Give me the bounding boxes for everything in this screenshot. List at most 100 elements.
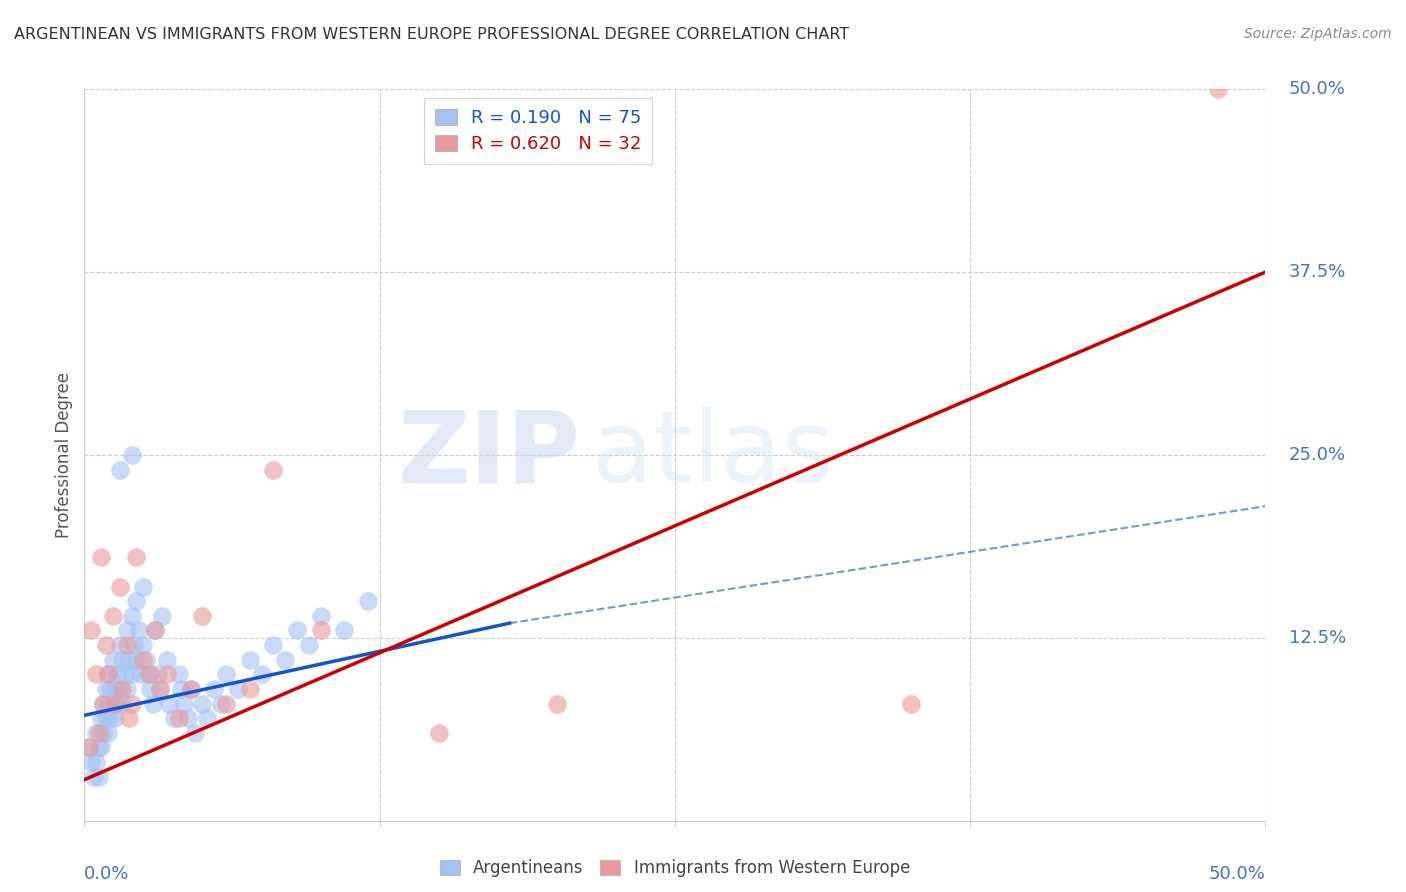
Text: 25.0%: 25.0% xyxy=(1289,446,1346,464)
Point xyxy=(132,580,155,594)
Point xyxy=(132,638,155,652)
Point xyxy=(101,608,124,623)
Point xyxy=(427,726,450,740)
Point xyxy=(156,667,179,681)
Point xyxy=(97,726,120,740)
Point xyxy=(143,624,166,638)
Point xyxy=(77,740,100,755)
Point xyxy=(128,624,150,638)
Point xyxy=(357,594,380,608)
Point xyxy=(118,653,141,667)
Point xyxy=(195,711,218,725)
Point xyxy=(115,638,138,652)
Point xyxy=(108,681,131,696)
Text: 50.0%: 50.0% xyxy=(1209,864,1265,882)
Point xyxy=(87,726,110,740)
Point xyxy=(167,711,190,725)
Point xyxy=(108,462,131,476)
Point xyxy=(250,667,273,681)
Point xyxy=(139,667,162,681)
Point xyxy=(309,624,332,638)
Point xyxy=(132,653,155,667)
Point xyxy=(215,667,238,681)
Point xyxy=(136,667,159,681)
Point xyxy=(101,697,124,711)
Point xyxy=(125,550,148,565)
Point xyxy=(900,697,922,711)
Point xyxy=(298,638,321,652)
Point xyxy=(333,624,356,638)
Point xyxy=(98,681,121,696)
Point xyxy=(163,711,186,725)
Point xyxy=(125,594,148,608)
Point xyxy=(97,697,120,711)
Point xyxy=(80,755,103,769)
Point xyxy=(108,580,131,594)
Point xyxy=(84,755,107,769)
Point xyxy=(215,697,238,711)
Text: Source: ZipAtlas.com: Source: ZipAtlas.com xyxy=(1244,27,1392,41)
Point xyxy=(157,697,180,711)
Point xyxy=(98,711,121,725)
Point xyxy=(150,608,173,623)
Point xyxy=(104,697,127,711)
Point xyxy=(546,697,568,711)
Point xyxy=(115,681,138,696)
Point xyxy=(94,681,117,696)
Point xyxy=(121,697,143,711)
Point xyxy=(129,667,152,681)
Point xyxy=(101,653,124,667)
Point xyxy=(262,462,284,476)
Text: ARGENTINEAN VS IMMIGRANTS FROM WESTERN EUROPE PROFESSIONAL DEGREE CORRELATION CH: ARGENTINEAN VS IMMIGRANTS FROM WESTERN E… xyxy=(14,27,849,42)
Point xyxy=(91,697,114,711)
Text: 50.0%: 50.0% xyxy=(1289,80,1346,98)
Point xyxy=(91,697,114,711)
Point xyxy=(108,638,131,652)
Text: 12.5%: 12.5% xyxy=(1289,629,1347,647)
Point xyxy=(180,681,202,696)
Point xyxy=(142,697,165,711)
Point xyxy=(146,667,169,681)
Point xyxy=(97,667,120,681)
Text: 0.0%: 0.0% xyxy=(84,864,129,882)
Y-axis label: Professional Degree: Professional Degree xyxy=(55,372,73,538)
Point xyxy=(104,681,127,696)
Point xyxy=(83,770,105,784)
Point xyxy=(94,638,117,652)
Point xyxy=(135,653,157,667)
Text: 37.5%: 37.5% xyxy=(1289,263,1347,281)
Point xyxy=(111,653,134,667)
Point xyxy=(202,681,225,696)
Point xyxy=(239,681,262,696)
Point xyxy=(104,711,127,725)
Point xyxy=(90,740,112,755)
Point xyxy=(125,653,148,667)
Point xyxy=(285,624,308,638)
Point xyxy=(239,653,262,667)
Point xyxy=(191,697,214,711)
Point xyxy=(84,726,107,740)
Point xyxy=(90,550,112,565)
Point xyxy=(87,770,110,784)
Point xyxy=(173,697,195,711)
Point xyxy=(1206,82,1229,96)
Point xyxy=(90,711,112,725)
Point xyxy=(156,653,179,667)
Point xyxy=(97,667,120,681)
Point xyxy=(167,667,190,681)
Point xyxy=(91,726,114,740)
Legend: Argentineans, Immigrants from Western Europe: Argentineans, Immigrants from Western Eu… xyxy=(432,851,918,886)
Point xyxy=(226,681,249,696)
Point xyxy=(87,740,110,755)
Point xyxy=(170,681,193,696)
Point xyxy=(115,624,138,638)
Point xyxy=(177,711,200,725)
Point xyxy=(122,638,145,652)
Point xyxy=(149,681,172,696)
Point xyxy=(80,624,103,638)
Point xyxy=(139,681,162,696)
Point xyxy=(118,711,141,725)
Point xyxy=(114,667,136,681)
Point xyxy=(111,697,134,711)
Point xyxy=(274,653,297,667)
